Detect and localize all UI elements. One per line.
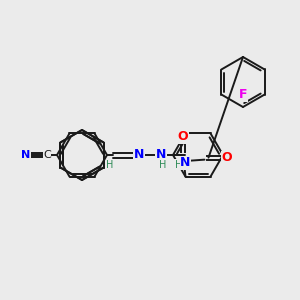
Text: N: N (21, 150, 31, 160)
Text: H: H (159, 160, 167, 170)
Text: O: O (221, 151, 232, 164)
Text: H: H (106, 160, 114, 170)
Text: H: H (175, 160, 182, 170)
Text: N: N (180, 156, 191, 169)
Text: N: N (134, 148, 144, 161)
Text: O: O (178, 130, 188, 143)
Text: N: N (156, 148, 166, 161)
Text: F: F (239, 88, 247, 101)
Text: C: C (43, 150, 51, 160)
